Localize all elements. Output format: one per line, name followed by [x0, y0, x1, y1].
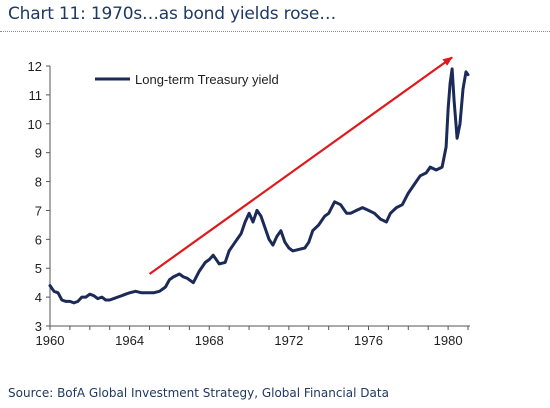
series-layer	[48, 67, 470, 305]
x-tick-label: 1972	[274, 333, 303, 348]
source-note: Source: BofA Global Investment Strategy,…	[8, 386, 389, 400]
trend-arrow	[148, 56, 453, 275]
y-tick-label: 6	[35, 232, 42, 247]
title-divider	[0, 31, 550, 32]
series-line-long-term-treasury-yield	[48, 67, 470, 305]
x-tick-label: 1964	[115, 333, 144, 348]
y-tick-label: 8	[35, 175, 42, 190]
y-tick-label: 12	[28, 59, 42, 74]
y-tick-label: 10	[28, 117, 42, 132]
legend-label: Long-term Treasury yield	[135, 72, 279, 87]
annotation-layer	[148, 56, 453, 275]
y-tick-label: 5	[35, 261, 42, 276]
x-tick-label: 1968	[195, 333, 224, 348]
legend: Long-term Treasury yield	[95, 72, 279, 87]
x-tick-label: 1976	[354, 333, 383, 348]
y-tick-label: 11	[29, 88, 43, 103]
axes: 3 4 5 6 7 8 9 10 11 12 1960 1964 1968 1972 1976 1980	[28, 59, 470, 348]
y-tick-label: 3	[35, 319, 42, 334]
x-tick-label: 1980	[434, 333, 463, 348]
y-tick-label: 4	[35, 290, 42, 305]
chart-title: Chart 11: 1970s…as bond yields rose…	[8, 4, 336, 24]
x-tick-label: 1960	[36, 333, 65, 348]
y-tick-label: 9	[35, 146, 42, 161]
y-tick-label: 7	[35, 203, 42, 218]
